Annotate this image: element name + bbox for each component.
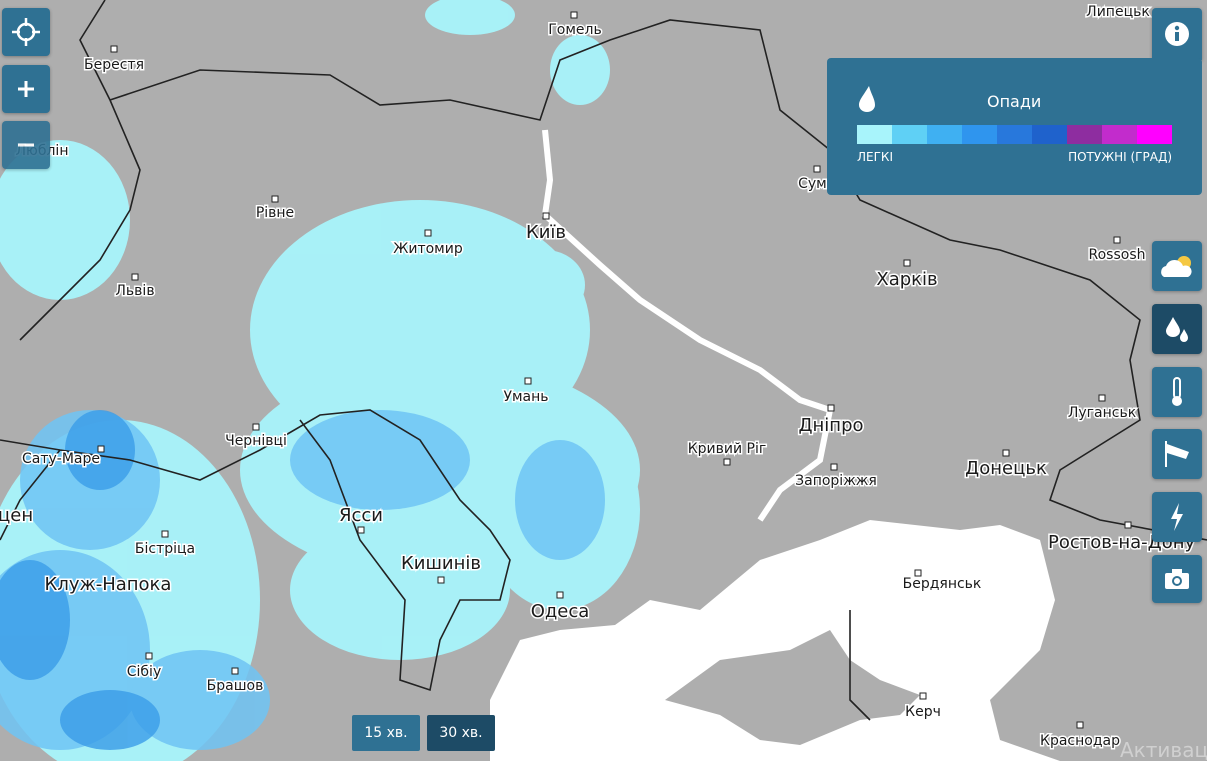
city-dot (556, 591, 564, 599)
city-label: Умань (503, 389, 548, 405)
legend-swatch (857, 125, 892, 144)
city-dot (161, 530, 169, 538)
sea (490, 520, 1060, 761)
thermometer-icon (1172, 377, 1182, 406)
legend-swatch (962, 125, 997, 144)
city-label: Ясси (339, 505, 383, 526)
city-label: Рівне (256, 205, 294, 221)
time-button[interactable]: 15 хв. (352, 715, 420, 751)
legend-high: ПОТУЖНІ (ГРАД) (1068, 150, 1172, 164)
city-dot (1124, 521, 1132, 529)
windsock-icon (1165, 441, 1189, 467)
city-dot (252, 423, 260, 431)
city-label: Київ (526, 222, 566, 243)
legend-title: Опади (987, 92, 1042, 111)
city-dot (1002, 449, 1010, 457)
cloud-icon (1161, 256, 1192, 277)
precipitation-layer-button[interactable] (1152, 304, 1202, 354)
city-label: Бістріца (135, 541, 195, 557)
city-dot (1113, 236, 1121, 244)
city-label: Бердянськ (903, 576, 982, 592)
city-label: Донецьк (965, 458, 1047, 479)
legend-swatch (927, 125, 962, 144)
info-button[interactable] (1152, 8, 1202, 60)
drop-icon (859, 86, 875, 112)
city-dot (424, 229, 432, 237)
city-label: цен (0, 505, 33, 526)
city-label: Сату-Маре (22, 451, 100, 467)
legend-swatch (892, 125, 927, 144)
city-dot (271, 195, 279, 203)
city-dot (97, 445, 105, 453)
city-dot (919, 692, 927, 700)
legend-swatch (1137, 125, 1172, 144)
city-label: Дніпро (798, 415, 863, 436)
city-label: Луганськ (1068, 405, 1136, 421)
legend-swatch (1067, 125, 1102, 144)
time-button[interactable]: 30 хв. (427, 715, 495, 751)
lightning-layer-button[interactable] (1152, 492, 1202, 542)
city-label: Одеса (531, 601, 590, 622)
crimea (665, 630, 920, 745)
city-label: Керч (905, 704, 941, 720)
city-dot (542, 212, 550, 220)
city-label: Краснодар (1040, 733, 1120, 749)
city-label: Житомир (393, 241, 463, 257)
city-label: Клуж-Напока (45, 574, 172, 595)
city-dot (1098, 394, 1106, 402)
city-dot (357, 526, 365, 534)
city-label: Берестя (84, 57, 144, 73)
city-dot (110, 45, 118, 53)
city-dot (723, 458, 731, 466)
locate-icon (12, 18, 40, 46)
city-label: Rossosh (1089, 247, 1146, 263)
city-label: Запоріжжя (795, 473, 877, 489)
legend-panel: Опади ЛЕГКІ ПОТУЖНІ (ГРАД) (827, 58, 1202, 195)
zoom-in-button[interactable] (2, 65, 50, 113)
city-label: Гомель (548, 22, 601, 38)
city-label: Сібіу (127, 664, 161, 680)
city-label: Львів (115, 283, 154, 299)
watermark: Активаці (1120, 738, 1207, 761)
city-dot (1076, 721, 1084, 729)
locate-button[interactable] (2, 8, 50, 56)
legend-scale (857, 125, 1172, 144)
river (541, 129, 834, 522)
info-icon (1165, 22, 1189, 46)
city-dot (827, 404, 835, 412)
legend-swatch (997, 125, 1032, 144)
city-label: Харків (876, 269, 937, 290)
drops-icon (1166, 317, 1188, 342)
temperature-layer-button[interactable] (1152, 367, 1202, 417)
plus-icon (18, 81, 34, 97)
legend-swatch (1032, 125, 1067, 144)
city-dot (813, 165, 821, 173)
city-dot (830, 463, 838, 471)
legend-low: ЛЕГКІ (857, 150, 893, 164)
city-dot (131, 273, 139, 281)
legend-swatch (1102, 125, 1137, 144)
city-dot (145, 652, 153, 660)
city-label: Кривий Ріг (688, 441, 767, 457)
city-dot (903, 259, 911, 267)
camera-layer-button[interactable] (1152, 555, 1202, 603)
city-label: Кишинів (401, 553, 481, 574)
precipitation-heavy (0, 410, 160, 750)
city-dot (914, 569, 922, 577)
precipitation-moderate (0, 410, 605, 750)
city-label: Чернівці (225, 433, 287, 449)
city-dot (570, 11, 578, 19)
lightning-icon (1171, 503, 1183, 531)
camera-icon (1165, 569, 1189, 589)
city-dot (231, 667, 239, 675)
wind-layer-button[interactable] (1152, 429, 1202, 479)
city-label: Липецьк (1086, 4, 1150, 20)
city-dot (524, 377, 532, 385)
zoom-out-button[interactable] (2, 121, 50, 169)
minus-icon (18, 143, 34, 147)
city-label: Брашов (207, 678, 264, 694)
clouds-layer-button[interactable] (1152, 241, 1202, 291)
city-dot (437, 576, 445, 584)
